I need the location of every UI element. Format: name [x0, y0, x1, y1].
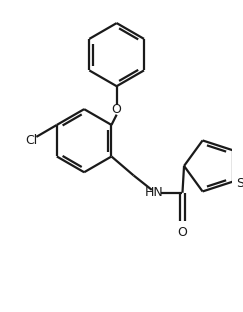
Text: O: O [112, 103, 122, 116]
Text: Cl: Cl [26, 134, 38, 147]
Text: O: O [178, 226, 187, 239]
Text: S: S [236, 177, 243, 190]
Text: HN: HN [144, 186, 163, 199]
